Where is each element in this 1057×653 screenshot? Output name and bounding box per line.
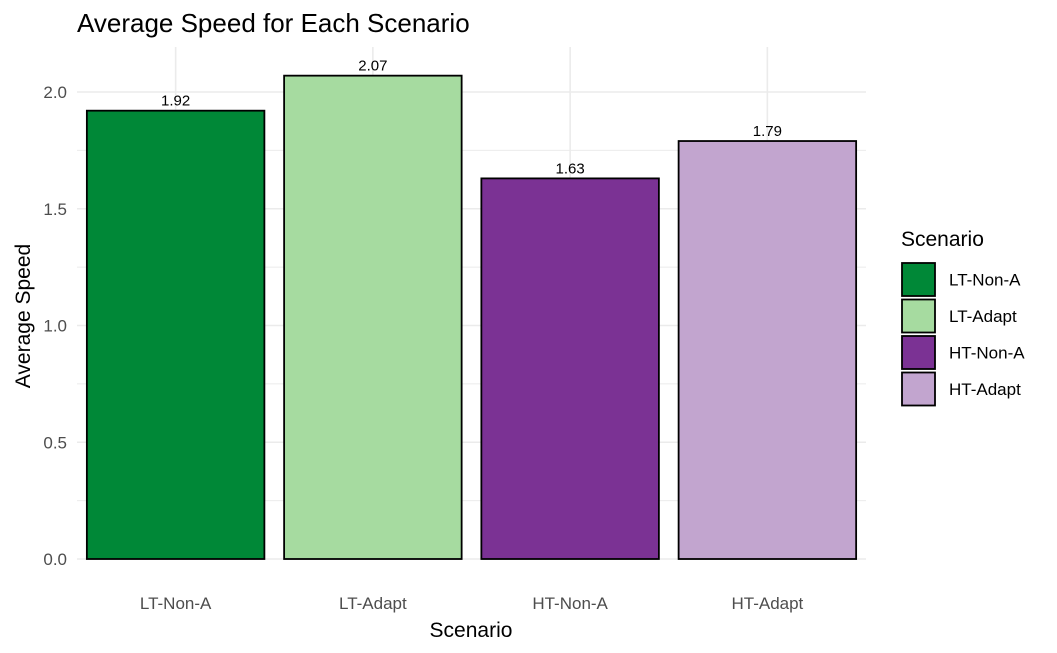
y-tick-label: 0.0 xyxy=(43,550,67,569)
legend-label: LT-Adapt xyxy=(949,307,1017,326)
legend-key xyxy=(901,298,936,334)
legend-label: LT-Non-A xyxy=(949,271,1021,290)
x-tick-label: HT-Adapt xyxy=(731,594,803,613)
data-label: 1.63 xyxy=(556,160,585,177)
bar-ht-non-a xyxy=(480,177,660,560)
legend-key xyxy=(901,262,936,297)
x-tick-label: LT-Non-A xyxy=(140,594,212,613)
y-tick-label: 1.0 xyxy=(43,317,67,336)
bars xyxy=(85,74,858,560)
data-labels: 1.92 2.07 1.63 1.79 xyxy=(161,58,782,178)
legend-key xyxy=(901,335,936,370)
y-tick-label: 0.5 xyxy=(43,433,67,452)
legend-label: HT-Adapt xyxy=(949,380,1021,399)
chart-title: Average Speed for Each Scenario xyxy=(77,8,470,38)
legend-label: HT-Non-A xyxy=(949,344,1025,363)
y-axis: 0.0 0.5 1.0 1.5 2.0 xyxy=(43,83,67,569)
data-label: 1.92 xyxy=(161,93,190,110)
x-axis-title: Scenario xyxy=(430,619,513,642)
legend: Scenario LT-Non-A LT-Adapt HT-Non-A HT-Adap… xyxy=(901,228,1025,407)
bar-lt-non-a xyxy=(85,109,266,560)
bar-lt-adapt xyxy=(283,74,463,560)
data-label: 2.07 xyxy=(358,58,387,75)
x-tick-label: HT-Non-A xyxy=(532,594,608,613)
data-label: 1.79 xyxy=(753,123,782,140)
y-tick-label: 2.0 xyxy=(43,83,67,102)
legend-key xyxy=(901,371,936,407)
x-tick-label: LT-Adapt xyxy=(339,594,407,613)
bar-ht-adapt xyxy=(677,140,858,560)
legend-title: Scenario xyxy=(901,228,984,251)
y-tick-label: 1.5 xyxy=(43,200,67,219)
y-axis-title: Average Speed xyxy=(12,244,35,388)
x-axis: LT-Non-A LT-Adapt HT-Non-A HT-Adapt xyxy=(140,594,804,613)
